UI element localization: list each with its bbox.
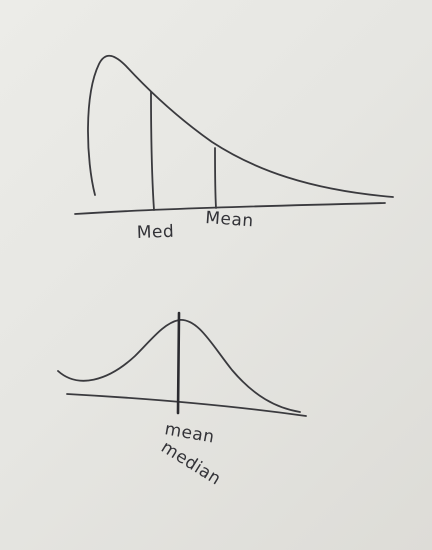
mean-label: Mean bbox=[205, 208, 255, 231]
mean-line bbox=[214, 147, 217, 209]
symmetric-baseline bbox=[66, 393, 307, 417]
center-line bbox=[176, 311, 181, 415]
skewed-distribution-diagram: Med Mean bbox=[74, 54, 394, 243]
median-label: Med bbox=[136, 222, 174, 243]
median-line bbox=[150, 91, 155, 211]
symmetric-median-label: median bbox=[157, 437, 224, 489]
skewed-baseline bbox=[74, 202, 386, 215]
skewed-density-curve bbox=[87, 54, 394, 198]
symmetric-distribution-diagram: mean median bbox=[57, 311, 307, 490]
